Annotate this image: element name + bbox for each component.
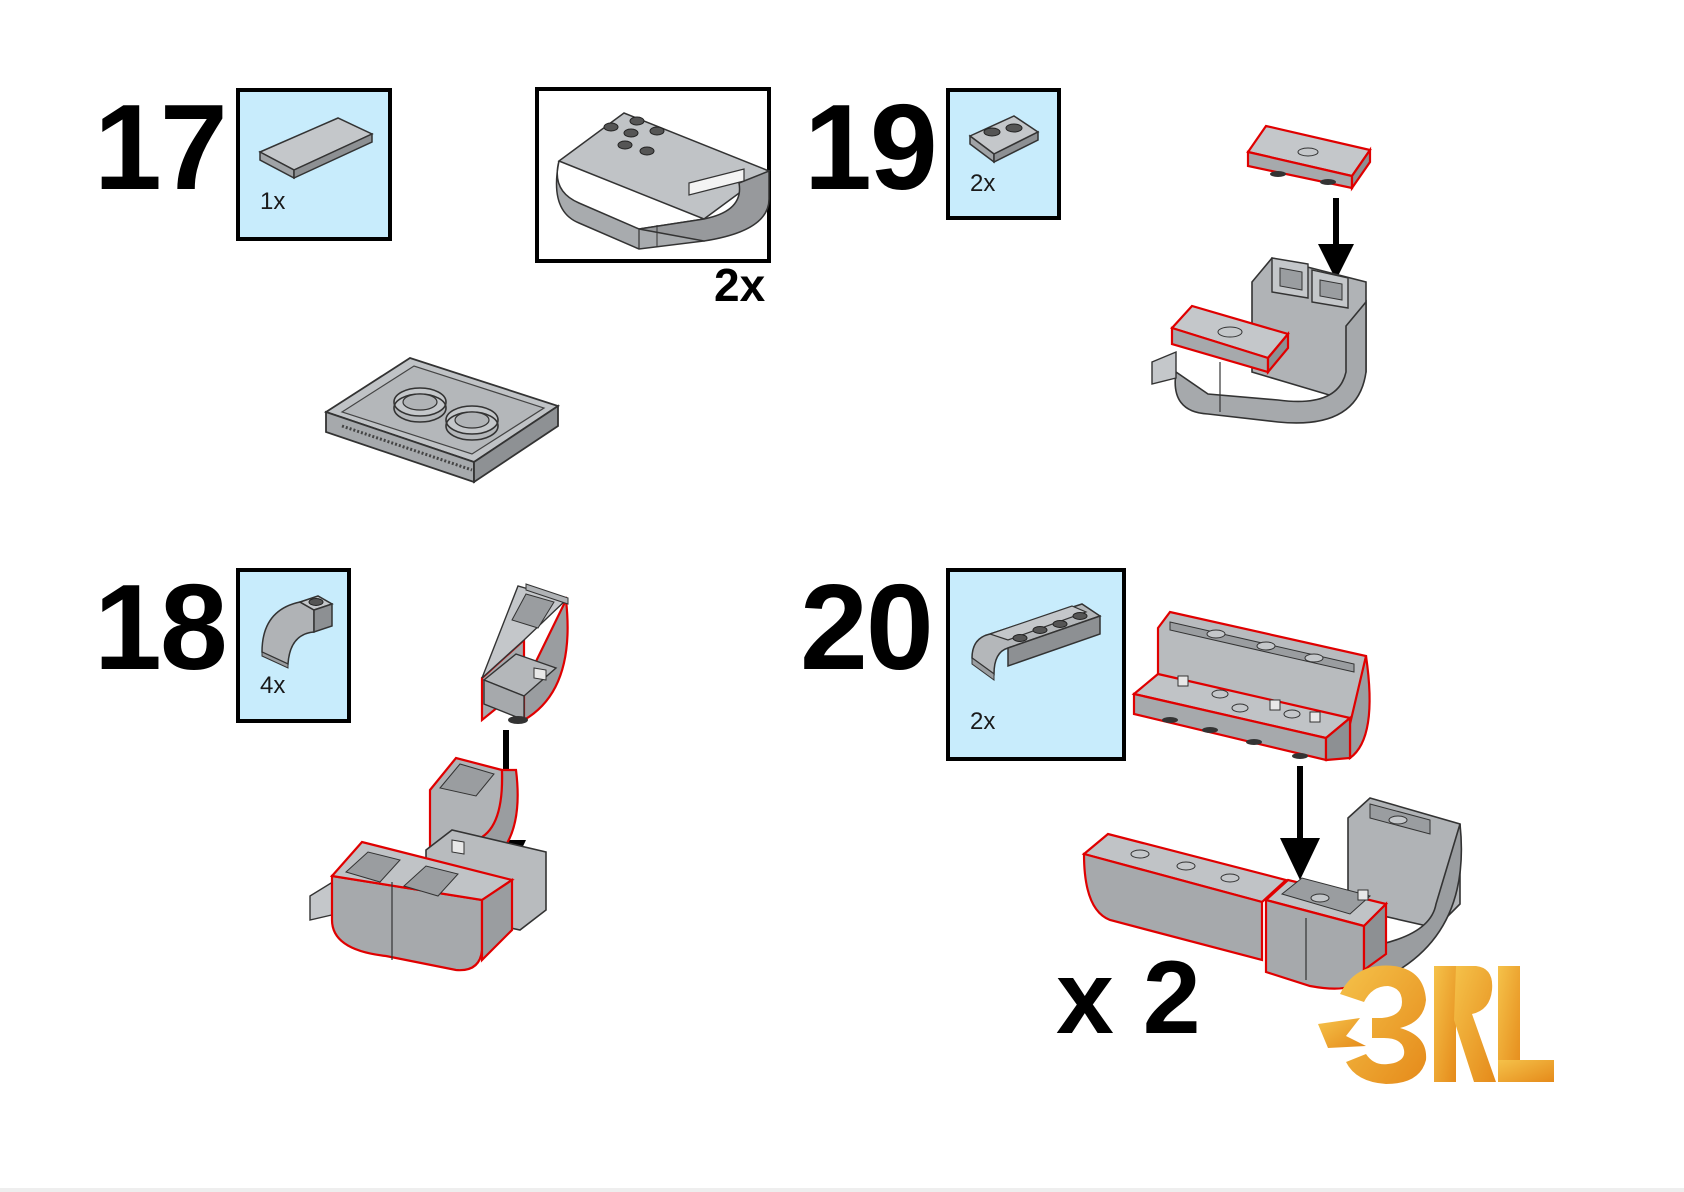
curved-slope-1x4-icon — [971, 603, 1102, 681]
step-17-parts-callout: 1x — [236, 88, 392, 241]
page-bottom-strip — [0, 1188, 1684, 1192]
subassembly-callout — [535, 87, 771, 263]
step-20-assembly-model — [1081, 610, 1463, 990]
flat-tile-icon — [258, 117, 374, 180]
step-19-assembly-model — [1151, 124, 1372, 424]
step-19-number: 19 — [804, 79, 938, 215]
step-19-parts-callout: 2x — [946, 88, 1061, 220]
subassembly-multiplier: 2x — [714, 259, 766, 311]
step-20-part-qty: 2x — [970, 708, 996, 735]
step-17-number: 17 — [94, 79, 228, 215]
step-18-number: 18 — [94, 559, 228, 695]
step-18-part-qty: 4x — [260, 672, 286, 699]
rebel-legion-logo — [1318, 965, 1554, 1084]
step-17-plate-model — [323, 357, 561, 484]
final-multiplier: x 2 — [1056, 940, 1201, 1056]
step-20-number: 20 — [800, 559, 934, 695]
step-18-parts-callout: 4x — [236, 568, 351, 723]
step-20-parts-callout: 2x — [946, 568, 1126, 761]
step-17-part-qty: 1x — [260, 188, 286, 215]
curved-slope-icon — [261, 595, 334, 669]
step-19-part-qty: 2x — [970, 170, 996, 197]
plate-1x2-icon — [968, 115, 1040, 164]
subassembly-model-icon — [555, 112, 771, 250]
step-18-assembly-model — [309, 583, 569, 972]
